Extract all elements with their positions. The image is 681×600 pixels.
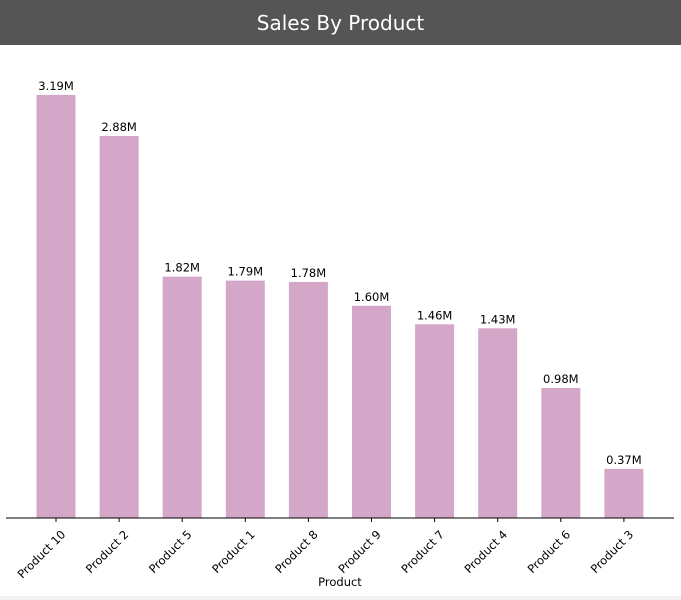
x-tick-label: Product 9	[335, 527, 384, 576]
value-labels-group: 3.19M 2.88M 1.82M 1.79M 1.78M 1.60M 1.46M 1.43M…	[38, 79, 641, 467]
header-bar: Sales By Product	[0, 0, 681, 45]
bar-product-2	[99, 136, 139, 518]
x-tick-label: Product 7	[398, 527, 447, 576]
x-tick-label: Product 4	[462, 527, 511, 576]
value-label: 1.43M	[480, 312, 516, 326]
value-label: 2.88M	[101, 120, 137, 134]
x-tick-label: Product 1	[209, 527, 258, 576]
x-tick-label: Product 6	[525, 527, 574, 576]
bar-product-9	[352, 305, 391, 518]
bars-group	[36, 94, 644, 519]
page-title: Sales By Product	[256, 10, 425, 35]
value-label: 1.46M	[417, 308, 453, 322]
value-label: 1.60M	[354, 290, 390, 304]
x-tick-label: Product 8	[272, 527, 321, 576]
x-tick-label: Product 2	[83, 527, 132, 576]
x-tick-label: Product 5	[146, 527, 195, 576]
x-axis-label: Product	[318, 575, 362, 589]
x-tick-label: Product 3	[588, 527, 637, 576]
value-label: 3.19M	[38, 79, 74, 93]
x-tick-labels-group: Product 10 Product 2 Product 5 Product 1 Pro…	[15, 527, 637, 581]
value-label: 0.37M	[606, 453, 642, 467]
bar-product-6	[541, 388, 581, 518]
value-label: 0.98M	[543, 372, 579, 386]
bar-product-4	[478, 328, 518, 518]
x-tick-label: Product 10	[15, 527, 69, 581]
bar-product-5	[162, 276, 202, 518]
bar-product-7	[415, 324, 455, 518]
value-label: 1.78M	[291, 266, 327, 280]
x-ticks-group	[55, 518, 625, 522]
bar-product-8	[288, 281, 328, 518]
value-label: 1.79M	[228, 265, 264, 279]
bar-product-10	[36, 94, 76, 519]
bar-product-1	[225, 280, 265, 518]
value-label: 1.82M	[164, 261, 200, 275]
bar-product-3	[604, 468, 644, 518]
